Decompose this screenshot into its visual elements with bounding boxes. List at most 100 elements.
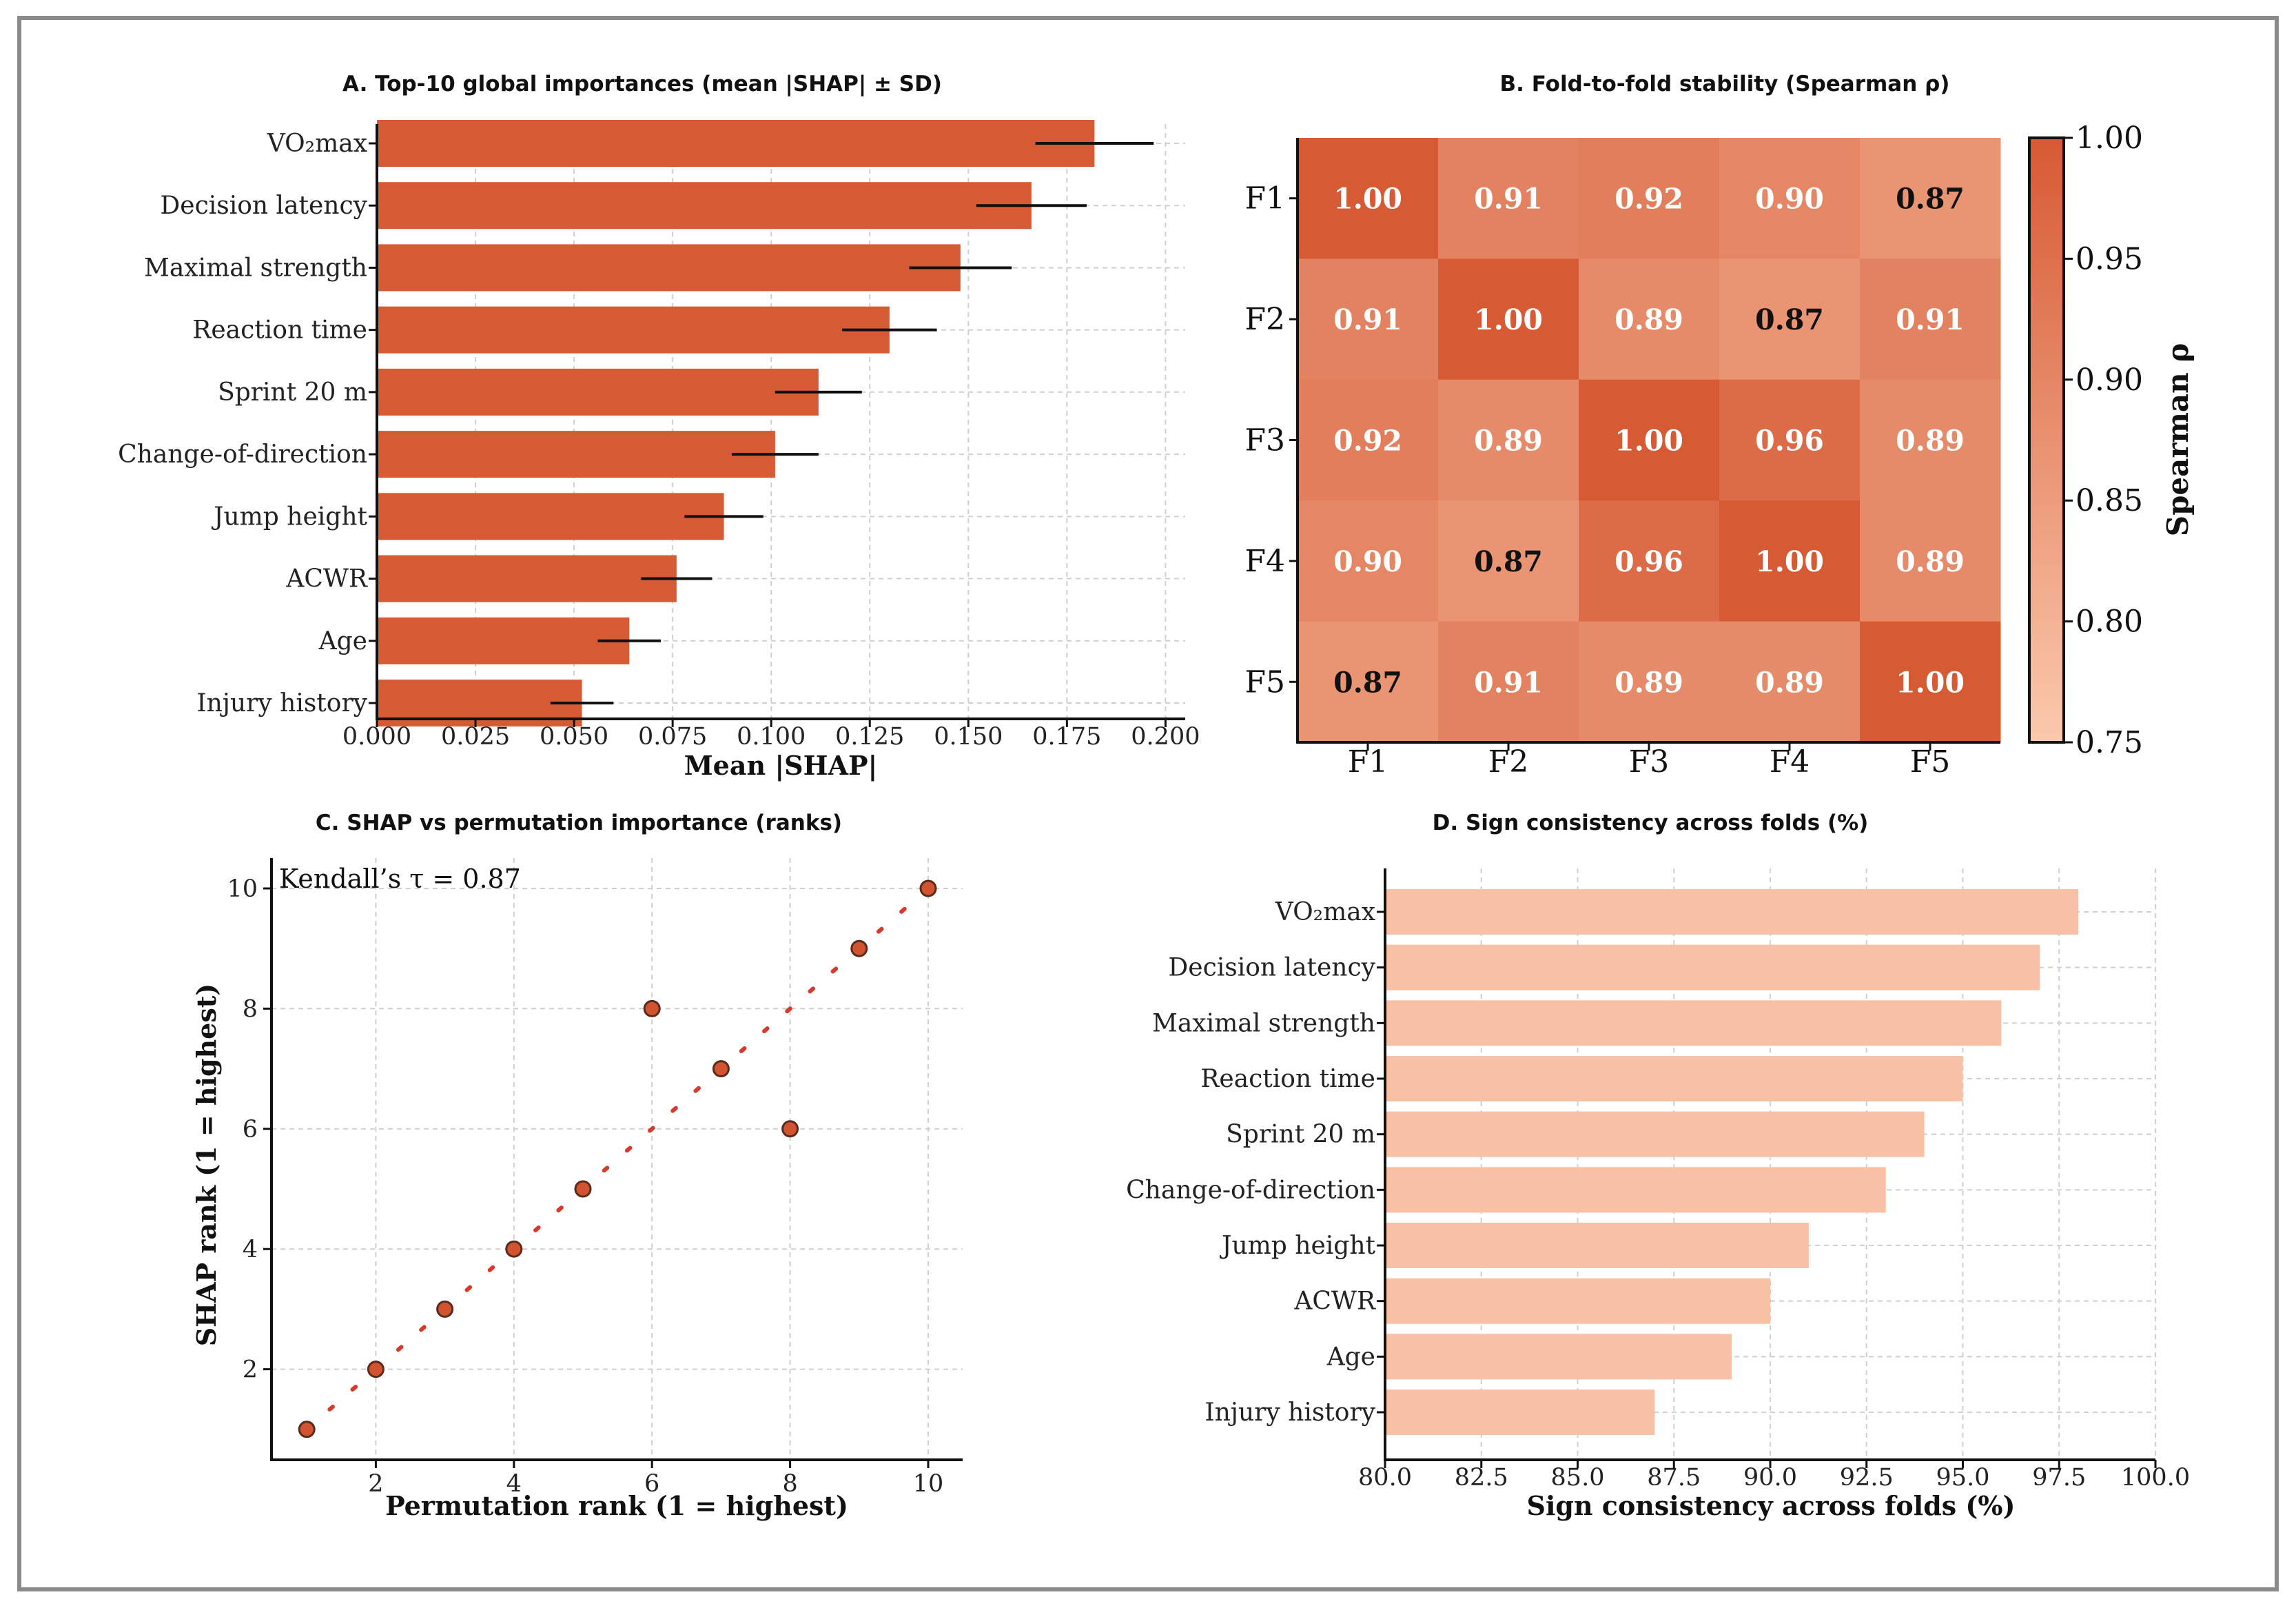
colorbar-ticks: 1.00 0.95 0.90 0.85 0.80 0.75 [2064, 121, 2143, 760]
panel-a-category-labels: VO₂max Decision latency Maximal strength Re… [118, 130, 377, 718]
panel-c-title: C. SHAP vs permutation importance (ranks… [316, 811, 842, 835]
category-label-maximal-strength: Maximal strength [144, 254, 367, 282]
category-label-vo-max: VO₂max [267, 130, 367, 158]
bar-maximal-strength [1385, 1000, 2002, 1046]
panel-c-grid [271, 858, 963, 1460]
x-tick-label: 100.0 [2121, 1464, 2190, 1492]
heatmap-cell-f2-f2 [1438, 258, 1579, 380]
reference-diagonal [305, 886, 930, 1432]
panel-d-x-label: Sign consistency across folds (%) [1527, 1490, 2016, 1521]
bar-sprint-20-m [1385, 1111, 1925, 1157]
heatmap-cell-f4-f1 [1298, 500, 1439, 622]
kendall-tau-annotation: Kendall’s τ = 0.87 [279, 864, 521, 894]
category-label-decision-latency: Decision latency [1168, 954, 1375, 982]
colorbar-tick-label: 0.95 [2075, 241, 2143, 276]
point-2-2 [367, 1361, 385, 1378]
heatmap-cells [1298, 138, 2001, 743]
bar-sprint-20-m [377, 368, 819, 416]
category-label-jump-height: Jump height [1219, 1232, 1375, 1260]
bar-jump-height [1385, 1223, 1809, 1268]
colorbar-tick-label: 1.00 [2075, 121, 2143, 156]
panel-a-title: A. Top-10 global importances (mean |SHAP… [342, 72, 942, 96]
category-label-reaction-time: Reaction time [1200, 1065, 1375, 1093]
heatmap-cell-f4-f4 [1719, 500, 1861, 622]
heatmap-cell-f3-f3 [1579, 379, 1720, 501]
category-label-age: Age [318, 627, 367, 655]
row-label-f3: F3 [1244, 423, 1285, 458]
panel-d-bars [1385, 889, 2079, 1435]
category-label-reaction-time: Reaction time [192, 316, 367, 345]
col-label-f5: F5 [1910, 744, 1951, 780]
y-tick-label: 8 [243, 995, 258, 1023]
x-tick-label: 95.0 [1936, 1464, 1990, 1492]
panel-c-axes [270, 858, 963, 1461]
x-tick-label: 92.5 [1840, 1464, 1894, 1492]
heatmap-cell-f3-f2 [1438, 379, 1579, 501]
heatmap-value: 0.92 [1333, 425, 1402, 458]
x-tick-label: 8 [782, 1470, 797, 1498]
panel-b-title: B. Fold-to-fold stability (Spearman ρ) [1500, 72, 1950, 96]
col-label-f2: F2 [1488, 744, 1529, 780]
panel-c: C. SHAP vs permutation importance (ranks… [191, 811, 963, 1521]
bar-reaction-time [377, 306, 890, 354]
x-tick-label: 90.0 [1743, 1464, 1797, 1492]
x-tick-label: 0.025 [441, 723, 510, 751]
bar-maximal-strength [377, 244, 961, 292]
heatmap-value: 0.89 [1615, 303, 1683, 336]
x-tick-label: 0.150 [934, 723, 1003, 751]
colorbar-tick-label: 0.75 [2075, 725, 2143, 760]
x-tick-label: 80.0 [1358, 1464, 1412, 1492]
heatmap-value: 0.91 [1474, 183, 1543, 216]
heatmap-value: 0.91 [1333, 303, 1402, 336]
point-9-9 [850, 939, 868, 957]
heatmap-cell-f1-f4 [1719, 138, 1861, 259]
row-label-f1: F1 [1244, 181, 1285, 216]
bar-acwr [377, 555, 677, 602]
bar-injury-history [1385, 1390, 1655, 1435]
bar-decision-latency [377, 182, 1032, 230]
x-tick-label: 97.5 [2032, 1464, 2086, 1492]
heatmap-value: 0.89 [1474, 425, 1543, 458]
heatmap-cell-f2-f3 [1579, 258, 1720, 380]
heatmap-row-labels: F1 F2 F3 F4 F5 [1244, 181, 1298, 700]
panel-c-x-label: Permutation rank (1 = highest) [385, 1490, 848, 1521]
col-label-f4: F4 [1770, 744, 1810, 780]
bar-age [1385, 1334, 1732, 1380]
heatmap-cell-f5-f1 [1298, 621, 1439, 743]
bar-decision-latency [1385, 944, 2040, 990]
heatmap-value: 0.90 [1755, 183, 1824, 216]
heatmap-value: 0.92 [1615, 183, 1683, 216]
x-tick-label: 82.5 [1455, 1464, 1508, 1492]
y-tick-label: 6 [243, 1116, 258, 1143]
bar-acwr [1385, 1278, 1770, 1324]
heatmap-value: 0.91 [1474, 666, 1543, 699]
bar-change-of-direction [1385, 1167, 1886, 1213]
heatmap-cell-f1-f5 [1860, 138, 2001, 259]
x-tick-label: 85.0 [1551, 1464, 1605, 1492]
panel-c-points [298, 879, 937, 1438]
category-label-change-of-direction: Change-of-direction [1126, 1176, 1375, 1204]
heatmap-cell-f5-f4 [1719, 621, 1861, 743]
x-tick-label: 2 [368, 1470, 383, 1498]
heatmap-cell-f2-f1 [1298, 258, 1439, 380]
y-tick-label: 4 [243, 1236, 258, 1263]
heatmap-value: 0.96 [1615, 545, 1683, 578]
colorbar-tick-label: 0.90 [2075, 363, 2143, 398]
category-label-age: Age [1326, 1343, 1375, 1371]
panel-d: D. Sign consistency across folds (%) VO₂… [1126, 811, 2190, 1521]
row-label-f4: F4 [1244, 544, 1285, 579]
panel-a-x-ticks: 0.000 0.025 0.050 0.075 0.100 0.125 0.150 0.175… [342, 719, 1200, 751]
bar-vo-max [1385, 889, 2079, 935]
panel-a-x-label: Mean |SHAP| [684, 750, 878, 781]
category-label-sprint-20-m: Sprint 20 m [1226, 1121, 1375, 1149]
row-label-f2: F2 [1244, 302, 1285, 337]
point-3-3 [436, 1300, 454, 1318]
x-tick-label: 0.100 [737, 723, 806, 751]
heatmap-value: 1.00 [1333, 183, 1402, 216]
heatmap-value: 0.90 [1333, 545, 1402, 578]
heatmap-value: 0.96 [1755, 425, 1824, 458]
x-tick-label: 6 [644, 1470, 659, 1498]
bar-age [377, 617, 630, 664]
x-tick-label: 0.175 [1032, 723, 1101, 751]
panel-c-ticks: 2 4 6 8 10 2 4 6 8 10 [227, 875, 943, 1498]
